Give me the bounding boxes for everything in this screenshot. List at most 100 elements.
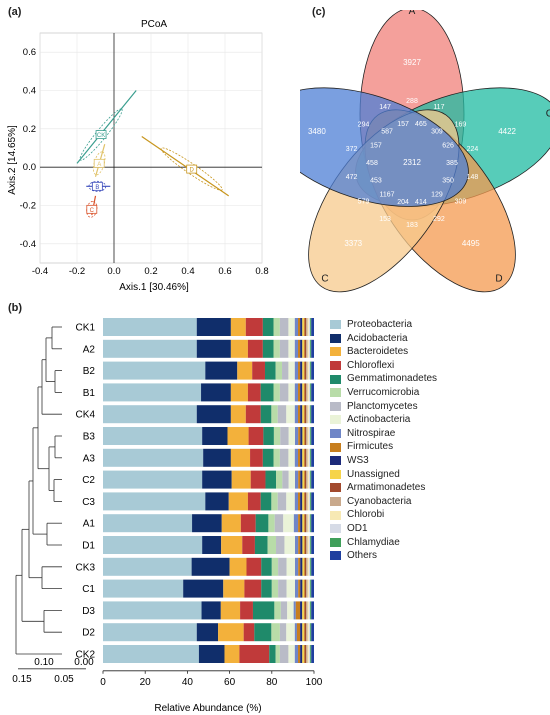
venn-unique-count: 3927 (403, 58, 421, 67)
bar-segment (278, 579, 287, 598)
bar-segment (302, 645, 305, 663)
bar-segment (295, 470, 299, 489)
dendrogram-scale-label: 0.05 (54, 674, 74, 685)
bar-segment (302, 427, 305, 445)
legend-label: Armatimonadetes (347, 482, 426, 494)
bar-segment (288, 645, 295, 663)
bar-segment (311, 405, 314, 424)
category-label: CK4 (76, 410, 96, 421)
legend-label: Actinobacteria (347, 414, 411, 426)
bar-segment (273, 339, 280, 358)
bar-segment (307, 470, 309, 489)
bar-row (103, 623, 314, 642)
bar-segment (103, 383, 202, 402)
bar-segment (307, 318, 309, 336)
bar-segment (307, 623, 309, 642)
bar-segment (311, 383, 314, 402)
bar-segment (286, 623, 295, 642)
bar-segment (254, 536, 268, 554)
bar-segment (271, 492, 278, 511)
bar-segment (201, 383, 231, 402)
bar-segment (300, 318, 303, 336)
venn-set-ellipse (300, 87, 469, 207)
bar-segment (205, 492, 229, 511)
bar-xtick-label: 60 (224, 677, 236, 688)
legend-item: Chlorobi (330, 508, 437, 522)
pcoa-ylabel: Axis.2 [14.65%] (7, 125, 18, 195)
bar-segment (306, 470, 308, 489)
bar-row (103, 514, 314, 533)
bar-segment (252, 601, 275, 620)
bar-segment (308, 557, 311, 576)
bar-segment (295, 579, 299, 598)
bar-segment (311, 448, 314, 467)
pcoa-ytick-label: -0.4 (20, 239, 36, 250)
bar-segment (279, 448, 289, 467)
pcoa-xtick-label: 0.6 (218, 266, 231, 277)
bar-segment (310, 623, 312, 642)
pcoa-ytick-label: -0.2 (20, 201, 36, 212)
pcoa-plot: PCoA -0.4 -0.2 0.0 0.2 0.4 0.6 0.8 -0.4 -0.2 0.0 0… (7, 19, 269, 293)
bar-segment (302, 536, 305, 554)
bar-segment (308, 405, 311, 424)
legend-swatch (330, 388, 341, 398)
bar-row (103, 557, 314, 576)
legend-swatch (330, 347, 341, 357)
venn-set-label: A (409, 10, 416, 17)
bar-segment (298, 579, 301, 598)
pcoa-group-label: A (97, 162, 101, 168)
category-label: C2 (82, 475, 95, 486)
bar-segment (298, 470, 301, 489)
category-label: CK2 (76, 650, 96, 661)
bar-segment (311, 427, 314, 445)
bar-segment (276, 470, 283, 489)
bar-segment (279, 383, 289, 402)
bar-segment (250, 470, 266, 489)
bar-segment (275, 645, 280, 663)
bar-segment (304, 514, 307, 533)
bar-segment (275, 361, 283, 380)
pcoa-group-label: CK (97, 133, 105, 139)
bar-segment (280, 601, 288, 620)
bar-segment (247, 492, 261, 511)
venn-intersection-count: 579 (358, 199, 370, 206)
bar-segment (306, 601, 308, 620)
bar-segment (304, 492, 307, 511)
legend-swatch (330, 401, 341, 411)
pcoa-ytick-label: 0.6 (23, 47, 36, 58)
venn-intersection-count: 472 (346, 174, 358, 181)
legend-item: Verrucomicrobia (330, 386, 437, 400)
pcoa-group-label: D (190, 168, 195, 174)
bar-segment (306, 448, 308, 467)
venn-intersection-count: 309 (431, 129, 443, 136)
bar-segment (103, 623, 197, 642)
bar-segment (304, 557, 307, 576)
bar-segment (277, 492, 287, 511)
bar-segment (306, 427, 308, 445)
bar-segment (308, 470, 311, 489)
venn-unique-count: 3480 (308, 127, 326, 136)
venn-intersection-count: 587 (381, 129, 393, 136)
bar-segment (271, 557, 279, 576)
legend-label: Gemmatimonadetes (347, 373, 438, 385)
bar-row (103, 405, 314, 424)
bar-segment (230, 405, 246, 424)
bar-segment (310, 318, 312, 336)
bar-segment (300, 601, 303, 620)
bar-segment (307, 557, 309, 576)
bar-segment (262, 339, 274, 358)
venn-set-label: C (321, 274, 328, 285)
bar-segment (276, 536, 285, 554)
bar-row (103, 536, 314, 554)
bar-segment (310, 492, 312, 511)
bar-segment (300, 645, 303, 663)
bar-segment (304, 470, 307, 489)
legend-label: Chloroflexi (347, 359, 395, 371)
bar-segment (282, 361, 289, 380)
bar-segment (294, 623, 297, 642)
bar-row (103, 318, 314, 336)
pcoa-xlabel: Axis.1 [30.46%] (119, 282, 189, 293)
bar-segment (273, 383, 280, 402)
bar-segment (245, 405, 261, 424)
bar-segment (310, 601, 312, 620)
